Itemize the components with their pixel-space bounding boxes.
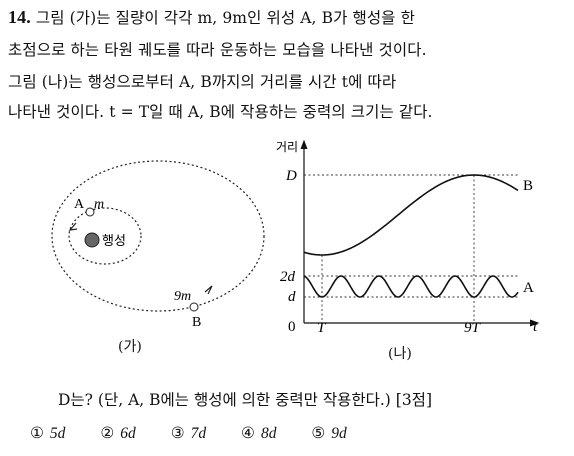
question-line-2: 초점으로 하는 타원 궤도를 따라 운동하는 모습을 나타낸 것이다. — [8, 38, 427, 60]
satellite-b-label: B — [192, 315, 201, 330]
x-axis-label: t — [533, 319, 538, 335]
choice-4[interactable]: ④ 8d — [241, 424, 277, 442]
question-number: 14. — [8, 7, 31, 27]
series-b-label: B — [523, 178, 533, 194]
satellite-b — [189, 302, 199, 312]
satellite-b-mass: 9m — [174, 289, 191, 304]
satellite-a-label: A — [74, 197, 85, 212]
question-text-3: 그림 (나)는 행성으로부터 A, B까지의 거리를 시간 t에 따라 — [8, 73, 397, 91]
choice-2[interactable]: ② 6d — [100, 424, 136, 442]
series-b-curve — [303, 174, 519, 256]
choice-1[interactable]: ① 5d — [30, 424, 66, 442]
label-d: d — [288, 289, 296, 305]
planet-label: 행성 — [102, 233, 126, 249]
orbit-a-ellipse — [68, 207, 142, 265]
choice-5[interactable]: ⑤ 9d — [311, 424, 347, 442]
question-text-1: 그림 (가)는 질량이 각각 m, 9m인 위성 A, B가 행성을 한 — [35, 9, 415, 27]
y-axis-label: 거리 — [276, 140, 298, 154]
orbit-b-ellipse — [51, 160, 265, 312]
sub-question: D는? (단, A, B에는 행성에 의한 중력만 작용한다.) [3점] — [58, 391, 432, 409]
y-axis-arrow — [300, 139, 308, 150]
x-axis-arrow — [529, 319, 540, 327]
figure-a-caption: (가) — [118, 339, 142, 355]
question-text-4: 나타낸 것이다. t = T일 때 A, B에 작용하는 중력의 크기는 같다. — [8, 103, 433, 121]
origin-label: 0 — [288, 319, 296, 335]
series-a-curve — [303, 275, 519, 298]
satellite-a — [85, 207, 95, 217]
label-D: D — [285, 168, 297, 184]
figure-distance-graph: 거리 D 2d d 0 T 9T t B A — [276, 139, 540, 336]
orbit-a-arrow — [68, 222, 78, 231]
orbit-b-arrow — [204, 285, 213, 295]
answer-choices: ① 5d ② 6d ③ 7d ④ 8d ⑤ 9d — [30, 424, 377, 443]
figure-b-caption: (나) — [388, 346, 412, 362]
figure-orbit-diagram: 행성 A m 9m B — [51, 160, 265, 330]
planet — [84, 232, 100, 248]
series-a-label: A — [523, 280, 534, 296]
question-text-2: 초점으로 하는 타원 궤도를 따라 운동하는 모습을 나타낸 것이다. — [8, 41, 427, 59]
satellite-a-mass: m — [94, 197, 104, 212]
label-2d: 2d — [280, 269, 296, 285]
question-line-3: 그림 (나)는 행성으로부터 A, B까지의 거리를 시간 t에 따라 — [8, 70, 396, 92]
tick-9T: 9T — [464, 320, 482, 336]
tick-T: T — [317, 320, 327, 336]
choice-3[interactable]: ③ 7d — [170, 424, 207, 442]
question-line-1: 14. 그림 (가)는 질량이 각각 m, 9m인 위성 A, B가 행성을 한 — [8, 6, 415, 28]
question-line-4: 나타낸 것이다. t = T일 때 A, B에 작용하는 중력의 크기는 같다. — [8, 100, 433, 122]
